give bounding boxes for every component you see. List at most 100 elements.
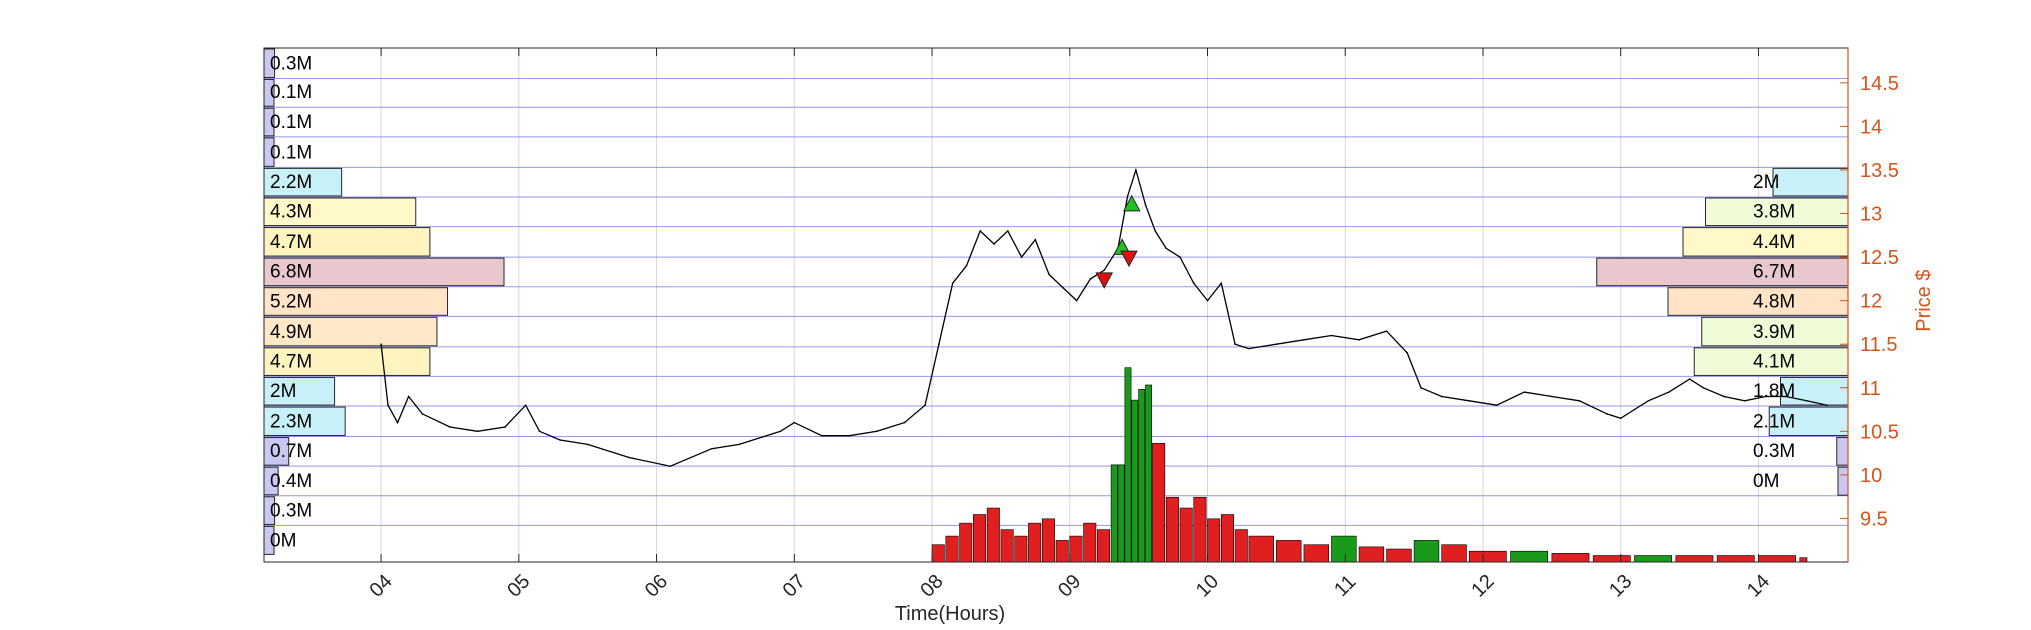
volume-bar — [1441, 544, 1467, 563]
price-point — [924, 404, 926, 406]
x-tick-label: 09 — [1054, 570, 1085, 601]
price-point — [538, 430, 541, 433]
price-point — [628, 456, 630, 459]
profile-label: 4.8M — [1753, 291, 1795, 312]
profile-bar — [263, 347, 431, 376]
x-tick-label: 12 — [1467, 570, 1498, 601]
price-point — [1805, 400, 1808, 402]
price-point — [1826, 404, 1829, 406]
sell-signal-marker — [1120, 250, 1138, 268]
profile-bar — [263, 316, 438, 347]
price-point — [979, 230, 982, 232]
profile-bar — [1596, 257, 1849, 287]
y-axis-right: 9.5 10 10.5 11 11.5 12 12.5 13 13.5 14 14.5 — [1840, 48, 1899, 562]
x-tick-label: 13 — [1605, 570, 1636, 601]
profile-bar — [263, 287, 449, 316]
price-point — [1723, 395, 1725, 398]
price-point — [821, 434, 823, 437]
price-point — [1135, 169, 1137, 171]
y-tick-label: 13 — [1860, 204, 1882, 226]
profile-label: 0.3M — [270, 53, 312, 74]
price-point — [1165, 247, 1167, 250]
volume-bar — [1234, 529, 1248, 563]
volume-bar — [1331, 535, 1357, 563]
x-tick-label: 14 — [1743, 570, 1774, 601]
x-tick-label: 04 — [365, 570, 396, 601]
price-point — [779, 430, 782, 433]
y-tick-label: 9.5 — [1860, 508, 1888, 530]
volume-bar — [1131, 399, 1139, 563]
price-point — [1523, 391, 1526, 393]
price-point — [1688, 378, 1691, 380]
volume-bar — [1014, 535, 1028, 563]
price-point — [1062, 286, 1064, 289]
buy-signal-marker — [1122, 194, 1141, 212]
profile-bar — [263, 257, 505, 287]
price-point — [1633, 408, 1636, 411]
volume-bar — [1675, 555, 1714, 563]
volume-bar — [1413, 540, 1440, 563]
volume-bar — [1069, 535, 1083, 563]
profile-bar — [1667, 287, 1849, 316]
price-point — [965, 264, 968, 267]
price-point — [1764, 395, 1767, 398]
volume-bar — [1358, 546, 1385, 563]
price-point — [559, 439, 561, 441]
volume-bar — [931, 544, 945, 563]
volume-bar — [1386, 548, 1412, 563]
profile-bar — [263, 197, 417, 227]
price-point — [951, 282, 954, 285]
profile-label: 2.2M — [270, 172, 312, 193]
profile-label: 2M — [270, 381, 296, 402]
volume-bar — [945, 535, 959, 563]
profile-label: 4.7M — [270, 232, 312, 253]
volume-bar — [1000, 529, 1014, 563]
volume-bars — [931, 367, 1808, 563]
y-tick-label: 14.5 — [1860, 73, 1899, 95]
y-axis-label: Price $ — [1913, 270, 1935, 332]
price-point — [1330, 334, 1333, 337]
price-point — [1034, 238, 1037, 241]
price-point — [669, 465, 672, 467]
x-tick-label: 06 — [641, 570, 672, 601]
price-point — [380, 343, 382, 346]
profile-label: 4.9M — [270, 322, 312, 343]
profile-bar — [263, 227, 431, 257]
profile-label: 0.1M — [270, 82, 312, 103]
volume-bar — [959, 522, 973, 563]
volume-bar — [1110, 464, 1118, 563]
volume-bar — [1634, 555, 1672, 563]
grid-lines — [264, 47, 1848, 562]
profile-label: 0.4M — [270, 471, 312, 492]
price-point — [1702, 386, 1705, 389]
price-point — [1006, 230, 1009, 232]
price-point — [903, 421, 906, 424]
price-point — [1420, 386, 1422, 389]
price-point — [1668, 391, 1670, 393]
volume-bar — [1097, 529, 1111, 563]
price-point — [1303, 339, 1305, 341]
price-point — [1179, 256, 1181, 258]
profile-bar — [1836, 437, 1849, 466]
price-point — [476, 430, 479, 433]
sell-signal-marker — [1095, 272, 1114, 289]
profile-label: 4.1M — [1753, 351, 1795, 372]
price-point — [1358, 339, 1360, 341]
plot-frame — [263, 47, 1849, 563]
volume-bar — [1592, 555, 1631, 563]
x-tick-label: 08 — [916, 570, 947, 601]
price-line — [380, 167, 1828, 467]
volume-bar — [973, 514, 987, 563]
y-tick-label: 11.5 — [1860, 334, 1897, 356]
profile-bar — [1682, 227, 1849, 257]
price-point — [1619, 417, 1622, 420]
price-point — [1606, 413, 1608, 415]
volume-bar — [1041, 518, 1055, 563]
price-point — [1275, 343, 1278, 346]
volume-bar — [1179, 507, 1193, 563]
volume-bar — [1083, 522, 1097, 563]
price-point — [524, 404, 527, 406]
profile-label: 0.3M — [1753, 441, 1795, 462]
price-point — [1647, 400, 1650, 402]
